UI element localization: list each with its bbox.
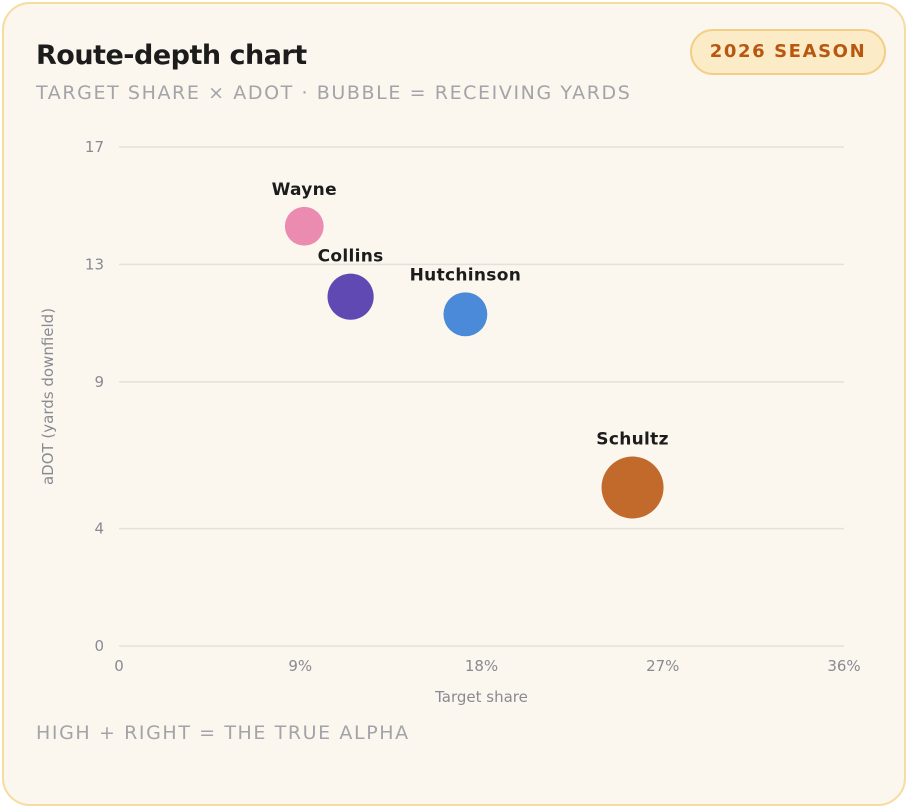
grid-lines: [119, 146, 844, 647]
y-tick-label: 13: [85, 255, 104, 273]
y-tick-label: 4: [94, 520, 104, 538]
bubble-label: Hutchinson: [410, 265, 521, 285]
x-tick-label: 27%: [646, 657, 679, 675]
x-axis-title: Target share: [434, 688, 528, 706]
x-tick-label: 36%: [827, 657, 860, 675]
season-badge: 2026 SEASON: [690, 29, 886, 75]
bubble-hutchinson[interactable]: [443, 292, 488, 337]
x-tick-label: 0: [114, 657, 124, 675]
chart-title: Route-depth chart: [36, 40, 307, 71]
y-tick-label: 9: [94, 373, 104, 391]
bubble-label: Collins: [318, 247, 384, 267]
y-axis-ticks: 0 4 9 13 17: [85, 138, 104, 655]
y-tick-label: 0: [94, 637, 104, 655]
y-tick-label: 17: [85, 138, 104, 156]
x-axis-ticks: 0 9% 18% 27% 36%: [114, 657, 860, 675]
bubble-schultz[interactable]: [601, 456, 664, 519]
chart-footnote: HIGH + RIGHT = THE TRUE ALPHA: [36, 722, 410, 744]
data-points: Wayne Collins Hutchinson Schultz: [272, 180, 668, 519]
x-tick-label: 18%: [465, 657, 498, 675]
y-axis-title: aDOT (yards downfield): [39, 308, 57, 485]
bubble-collins[interactable]: [327, 273, 374, 320]
x-tick-label: 9%: [288, 657, 312, 675]
bubble-label: Schultz: [596, 429, 668, 449]
bubble-wayne[interactable]: [284, 206, 324, 246]
bubble-label: Wayne: [272, 180, 337, 200]
chart-subtitle: TARGET SHARE × ADOT · BUBBLE = RECEIVING…: [36, 82, 632, 104]
